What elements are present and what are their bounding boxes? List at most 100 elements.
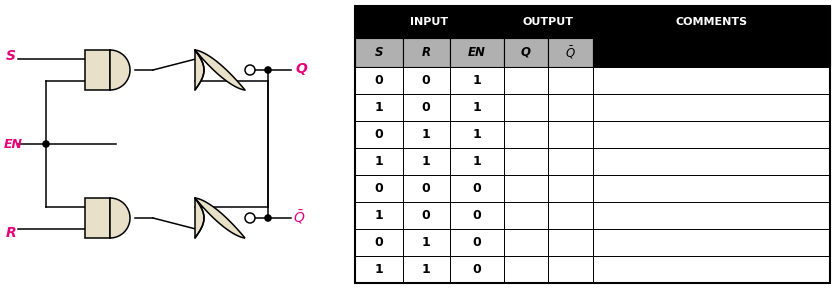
Bar xyxy=(355,202,402,229)
Polygon shape xyxy=(110,50,130,90)
Bar xyxy=(504,175,548,202)
Text: 0: 0 xyxy=(374,236,383,249)
Bar xyxy=(548,202,593,229)
Bar xyxy=(450,229,504,256)
Text: INPUT: INPUT xyxy=(410,17,448,27)
Bar xyxy=(355,6,830,283)
Text: Q: Q xyxy=(295,62,306,76)
Bar xyxy=(402,38,450,67)
Text: S: S xyxy=(375,46,383,59)
Bar xyxy=(402,121,450,148)
Bar xyxy=(548,229,593,256)
Text: 0: 0 xyxy=(422,209,431,222)
Bar xyxy=(355,121,402,148)
Bar xyxy=(504,38,548,67)
Text: 0: 0 xyxy=(422,101,431,114)
Bar xyxy=(355,229,402,256)
Polygon shape xyxy=(195,198,245,238)
Bar xyxy=(593,175,830,202)
Bar xyxy=(593,148,830,175)
Bar xyxy=(548,256,593,283)
Bar xyxy=(593,38,830,67)
Bar xyxy=(450,121,504,148)
Bar xyxy=(548,175,593,202)
Bar xyxy=(355,256,402,283)
Bar xyxy=(355,148,402,175)
Polygon shape xyxy=(195,50,245,90)
Text: $\bar{Q}$: $\bar{Q}$ xyxy=(564,44,575,60)
Text: 1: 1 xyxy=(422,155,431,168)
Bar xyxy=(548,121,593,148)
Bar xyxy=(450,256,504,283)
Bar xyxy=(504,6,593,38)
Bar xyxy=(504,94,548,121)
Text: 1: 1 xyxy=(473,101,481,114)
Bar xyxy=(450,67,504,94)
Bar xyxy=(593,202,830,229)
Text: 1: 1 xyxy=(374,209,383,222)
Bar xyxy=(593,94,830,121)
Text: COMMENTS: COMMENTS xyxy=(676,17,747,27)
Text: 1: 1 xyxy=(473,128,481,141)
Bar xyxy=(593,256,830,283)
Bar xyxy=(355,94,402,121)
Bar xyxy=(593,229,830,256)
Text: R: R xyxy=(422,46,431,59)
Bar xyxy=(402,229,450,256)
Bar xyxy=(402,148,450,175)
Bar xyxy=(548,67,593,94)
Bar xyxy=(593,121,830,148)
Text: 1: 1 xyxy=(374,101,383,114)
Circle shape xyxy=(245,65,255,75)
Bar xyxy=(402,256,450,283)
Text: S: S xyxy=(6,49,16,63)
Text: R: R xyxy=(6,226,17,240)
Text: 1: 1 xyxy=(374,155,383,168)
Text: 1: 1 xyxy=(473,155,481,168)
Polygon shape xyxy=(85,50,110,90)
Bar xyxy=(450,148,504,175)
Text: EN: EN xyxy=(4,137,23,151)
Bar xyxy=(450,38,504,67)
Text: 0: 0 xyxy=(473,236,481,249)
Text: $\bar{Q}$: $\bar{Q}$ xyxy=(293,208,306,226)
Bar xyxy=(504,256,548,283)
Bar xyxy=(402,202,450,229)
Text: 0: 0 xyxy=(473,209,481,222)
Bar xyxy=(504,67,548,94)
Bar xyxy=(402,175,450,202)
Text: 1: 1 xyxy=(422,128,431,141)
Bar xyxy=(355,6,504,38)
Text: 0: 0 xyxy=(422,182,431,195)
Bar xyxy=(450,94,504,121)
Text: 0: 0 xyxy=(473,182,481,195)
Bar xyxy=(402,94,450,121)
Bar xyxy=(593,6,830,38)
Text: 1: 1 xyxy=(422,236,431,249)
Bar xyxy=(450,175,504,202)
Bar xyxy=(355,175,402,202)
Bar xyxy=(504,229,548,256)
Text: EN: EN xyxy=(468,46,486,59)
Bar xyxy=(402,67,450,94)
Bar xyxy=(548,148,593,175)
Text: 0: 0 xyxy=(473,263,481,276)
Bar xyxy=(355,67,402,94)
Circle shape xyxy=(264,66,272,74)
Circle shape xyxy=(43,140,50,148)
Bar xyxy=(593,67,830,94)
Text: Q: Q xyxy=(521,46,531,59)
Text: 1: 1 xyxy=(374,263,383,276)
Text: 0: 0 xyxy=(374,182,383,195)
Circle shape xyxy=(245,213,255,223)
Bar xyxy=(504,121,548,148)
Text: 0: 0 xyxy=(422,74,431,87)
Polygon shape xyxy=(110,198,130,238)
Polygon shape xyxy=(85,198,110,238)
Text: 1: 1 xyxy=(473,74,481,87)
Bar xyxy=(504,202,548,229)
Circle shape xyxy=(264,214,272,222)
Bar xyxy=(548,38,593,67)
Bar xyxy=(450,202,504,229)
Text: 0: 0 xyxy=(374,74,383,87)
